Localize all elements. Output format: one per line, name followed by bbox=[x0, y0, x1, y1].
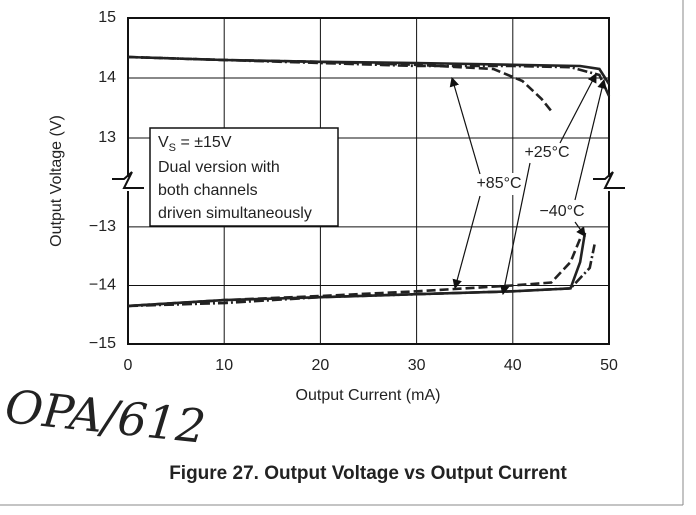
y-axis-label: Output Voltage (V) bbox=[48, 115, 65, 247]
series-label: +25°C bbox=[524, 144, 569, 161]
note-subscript: S bbox=[169, 142, 176, 154]
series-line bbox=[127, 244, 596, 308]
series-line bbox=[127, 232, 587, 308]
annotation-arrow bbox=[559, 72, 597, 144]
note-text: = ±15V bbox=[176, 134, 232, 151]
note-text: Dual version with bbox=[158, 159, 280, 176]
note-text: both channels bbox=[158, 182, 258, 199]
series-line bbox=[127, 55, 611, 85]
series-label: +85°C bbox=[476, 175, 521, 192]
y-tick-label: −13 bbox=[89, 218, 116, 235]
x-tick-label: 40 bbox=[504, 357, 522, 374]
annotation-arrow bbox=[574, 78, 607, 201]
figure-caption: Figure 27. Output Voltage vs Output Curr… bbox=[169, 463, 567, 484]
axis-break bbox=[112, 171, 144, 189]
x-tick-label: 20 bbox=[312, 357, 330, 374]
annotation-arrow bbox=[449, 76, 481, 175]
annotation-arrow bbox=[499, 162, 531, 296]
annotation-arrow bbox=[452, 195, 481, 290]
y-tick-label: −15 bbox=[89, 335, 116, 352]
y-tick-label: 13 bbox=[98, 129, 116, 146]
note-box bbox=[149, 127, 339, 227]
handwriting: OPA/612 bbox=[3, 379, 209, 454]
series-label: −40°C bbox=[539, 203, 584, 220]
x-tick-label: 30 bbox=[408, 357, 426, 374]
y-tick-label: 15 bbox=[98, 9, 116, 26]
x-tick-label: 0 bbox=[124, 357, 133, 374]
axis-break bbox=[593, 171, 625, 189]
note-symbol: V bbox=[158, 134, 169, 151]
x-axis-label: Output Current (mA) bbox=[296, 387, 441, 404]
series-label-bg bbox=[517, 142, 577, 164]
y-tick-label: −14 bbox=[89, 277, 116, 294]
series-label-bg bbox=[469, 173, 529, 195]
series-line bbox=[127, 55, 611, 97]
note-text: VS = ±15V bbox=[158, 134, 232, 154]
annotation-arrow bbox=[574, 221, 586, 237]
note-text: driven simultaneously bbox=[158, 205, 312, 222]
y-tick-label: 14 bbox=[98, 69, 116, 86]
x-tick-label: 10 bbox=[215, 357, 233, 374]
x-tick-label: 50 bbox=[600, 357, 618, 374]
series-label-bg bbox=[532, 201, 592, 223]
